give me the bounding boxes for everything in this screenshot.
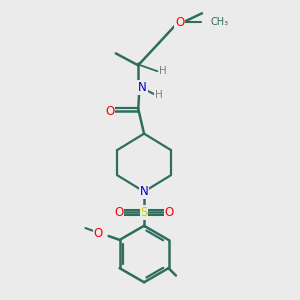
Text: O: O (165, 206, 174, 219)
Text: H: H (155, 90, 163, 100)
Text: O: O (175, 16, 184, 29)
Text: N: N (138, 81, 147, 94)
Text: N: N (140, 185, 148, 198)
Text: H: H (160, 66, 167, 76)
Text: O: O (114, 206, 123, 219)
Text: CH₃: CH₃ (211, 17, 229, 27)
Text: S: S (140, 206, 148, 219)
Text: O: O (105, 105, 115, 118)
Text: O: O (93, 226, 103, 240)
